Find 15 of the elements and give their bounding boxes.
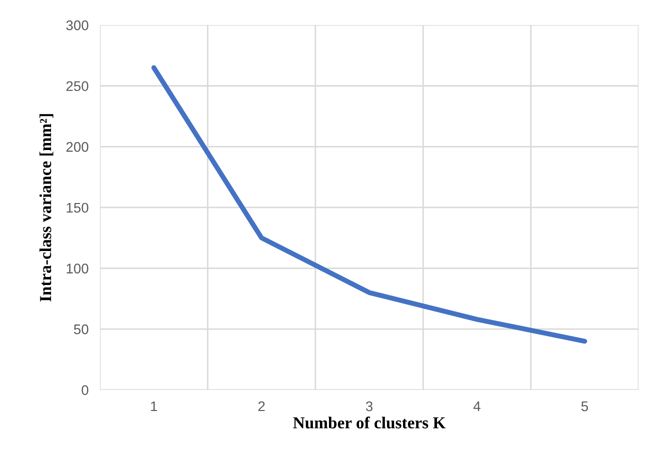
y-tick-label: 250 [66,81,88,92]
x-axis-title: Number of clusters K [293,416,446,428]
y-tick-label: 150 [66,202,88,213]
y-tick-label: 50 [74,324,88,334]
y-axis-title: Intra-class variance [mm²] [39,114,54,302]
x-tick-label: 4 [473,402,480,412]
x-tick-label: 5 [581,402,588,412]
x-tick-label: 1 [151,402,158,412]
line-series [151,65,588,344]
x-tick-label: 2 [258,401,265,412]
y-tick-label: 300 [66,20,88,30]
y-tick-label: 100 [66,264,88,274]
x-tick-label: 3 [366,401,373,412]
y-tick-label: 200 [66,142,88,152]
y-tick-label: 0 [82,385,88,396]
